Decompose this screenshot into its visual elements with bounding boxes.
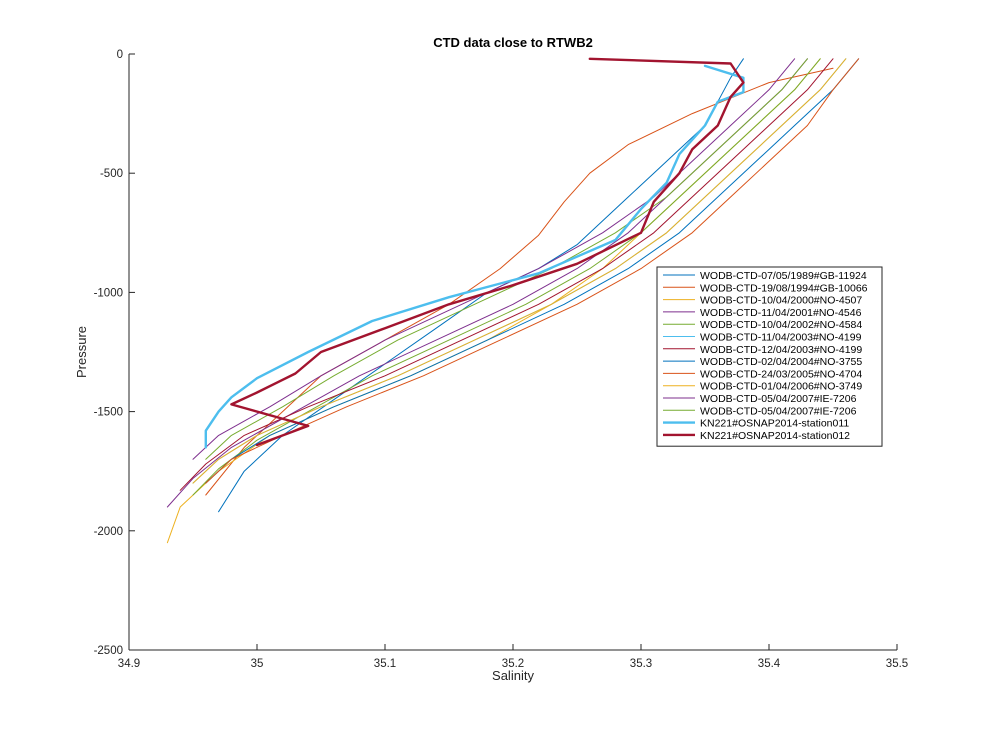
legend-label-11: WODB-CTD-05/04/2007#IE-7206 [700,393,857,405]
chart-title: CTD data close to RTWB2 [433,35,593,50]
y-axis-label: Pressure [74,326,89,378]
legend-label-13: KN221#OSNAP2014-station011 [700,418,849,430]
legend-label-9: WODB-CTD-24/03/2005#NO-4704 [700,368,862,380]
series-line-10 [192,58,847,484]
x-tick-label-7: 35.5 [886,658,908,670]
legend-label-7: WODB-CTD-12/04/2003#NO-4199 [700,344,862,356]
x-tick-label-4: 35.2 [502,658,524,670]
series-line-2 [205,67,834,496]
x-tick-label-2: 35 [251,658,264,670]
y-tick-label-3: -1000 [94,287,123,299]
series-line-8 [205,58,860,484]
legend-label-5: WODB-CTD-10/04/2002#NO-4584 [700,319,862,331]
legend-box [656,266,883,447]
y-tick-label-4: -1500 [94,407,123,419]
legend-label-8: WODB-CTD-02/04/2004#NO-3755 [700,356,862,368]
legend-label-3: WODB-CTD-10/04/2000#NO-4507 [700,295,862,307]
x-tick-label-3: 35.1 [374,658,396,670]
x-tick-label-5: 35.3 [630,658,652,670]
legend-label-12: WODB-CTD-05/04/2007#IE-7206 [700,405,857,417]
legend-label-2: WODB-CTD-19/08/1994#GB-10066 [700,282,868,294]
x-axis-label: Salinity [492,668,534,683]
series-line-13 [204,64,745,449]
legend-label-4: WODB-CTD-11/04/2001#NO-4546 [700,307,862,319]
x-tick-label-1: 34.9 [118,658,140,670]
series-layer [166,57,860,544]
y-tick-label-5: -2000 [94,526,123,538]
series-line-7 [179,58,834,491]
series-line-14 [230,57,745,447]
legend-label-6: WODB-CTD-11/04/2003#NO-4199 [700,332,862,344]
series-line-11 [192,58,796,460]
series-line-5 [192,58,821,496]
y-tick-label-6: -2500 [94,645,123,657]
legend: WODB-CTD-07/05/1989#GB-11924WODB-CTD-19/… [656,266,883,447]
legend-label-14: KN221#OSNAP2014-station012 [700,430,850,442]
y-tick-label-1: 0 [117,49,123,61]
y-tick-label-2: -500 [100,168,123,180]
legend-label-1: WODB-CTD-07/05/1989#GB-11924 [700,270,867,282]
ticks-layer: 34.9 35 35.1 35.2 35.3 35.4 35.5 0 -500 -1000 -150… [94,49,909,670]
legend-label-10: WODB-CTD-01/04/2006#NO-3749 [700,381,862,393]
x-tick-label-6: 35.4 [758,658,781,670]
